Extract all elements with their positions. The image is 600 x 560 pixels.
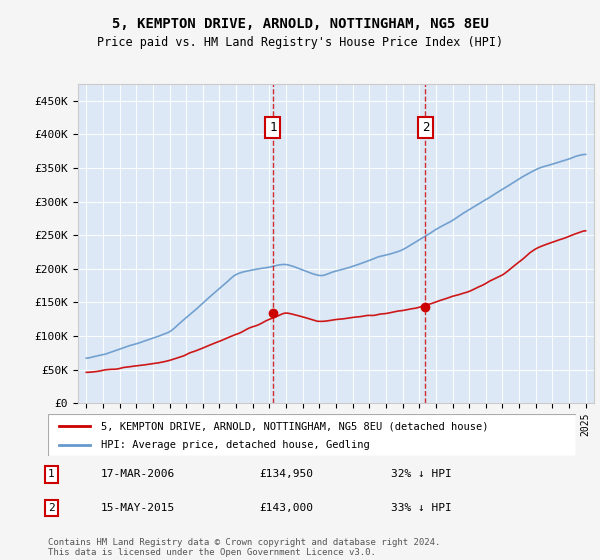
Text: 1: 1 — [48, 469, 55, 479]
Text: HPI: Average price, detached house, Gedling: HPI: Average price, detached house, Gedl… — [101, 440, 370, 450]
Text: Price paid vs. HM Land Registry's House Price Index (HPI): Price paid vs. HM Land Registry's House … — [97, 36, 503, 49]
Text: 2: 2 — [48, 503, 55, 513]
Text: 5, KEMPTON DRIVE, ARNOLD, NOTTINGHAM, NG5 8EU (detached house): 5, KEMPTON DRIVE, ARNOLD, NOTTINGHAM, NG… — [101, 421, 488, 431]
Text: 5, KEMPTON DRIVE, ARNOLD, NOTTINGHAM, NG5 8EU: 5, KEMPTON DRIVE, ARNOLD, NOTTINGHAM, NG… — [112, 17, 488, 31]
Text: 33% ↓ HPI: 33% ↓ HPI — [391, 503, 452, 513]
FancyBboxPatch shape — [48, 414, 576, 456]
Text: 32% ↓ HPI: 32% ↓ HPI — [391, 469, 452, 479]
Text: 15-MAY-2015: 15-MAY-2015 — [101, 503, 175, 513]
Text: 17-MAR-2006: 17-MAR-2006 — [101, 469, 175, 479]
Text: £143,000: £143,000 — [259, 503, 313, 513]
Text: 2: 2 — [422, 121, 429, 134]
Text: Contains HM Land Registry data © Crown copyright and database right 2024.
This d: Contains HM Land Registry data © Crown c… — [48, 538, 440, 557]
Text: 1: 1 — [269, 121, 277, 134]
Text: £134,950: £134,950 — [259, 469, 313, 479]
